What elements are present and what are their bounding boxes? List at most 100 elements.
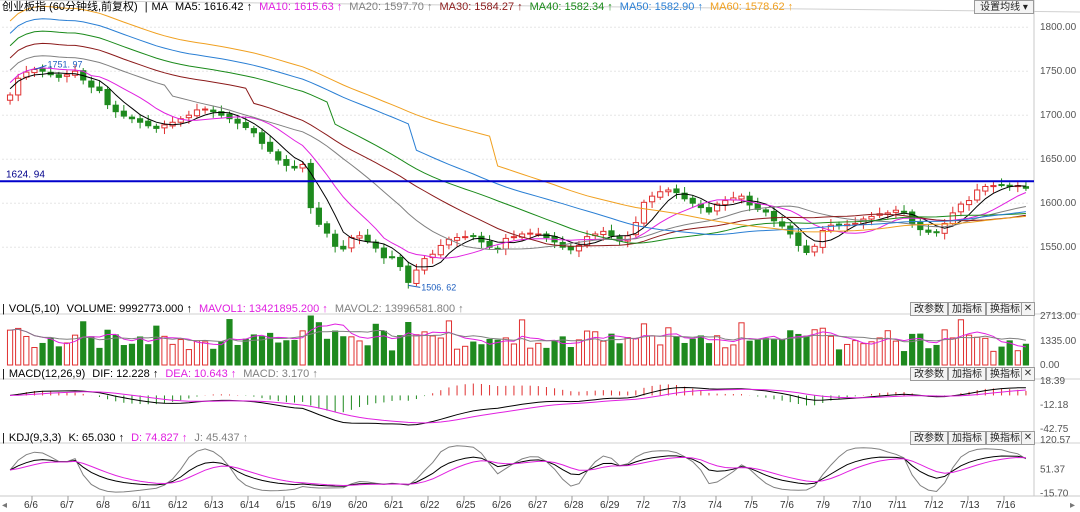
y-tick-label: 1550.00 (1040, 242, 1077, 253)
volume-bar (860, 343, 867, 366)
volume-bar (364, 345, 371, 366)
volume-bar (226, 319, 233, 366)
volume-bar (640, 323, 648, 366)
volume-bar (827, 335, 834, 366)
volume-bar (413, 334, 420, 366)
close-panel-icon[interactable]: ✕ (1021, 431, 1035, 445)
candle-body (128, 116, 136, 120)
volume-bar (949, 337, 956, 366)
annotation-high-label: 1751. 97 (47, 59, 82, 69)
kdj-y-tick-partial: 120.57 (1040, 435, 1071, 446)
volume-bar (218, 341, 225, 366)
volume-bar (681, 342, 688, 366)
x-tick-label: 6/28 (564, 500, 584, 511)
candle-body (665, 189, 672, 193)
y-tick-label: 1800.00 (1040, 22, 1077, 33)
add-indicator-button[interactable]: 加指标 (948, 431, 986, 445)
title-separator: | (144, 1, 148, 13)
candle-body (681, 192, 688, 200)
volume-bar (478, 344, 485, 366)
ma-ma5: MA5: 1616.42 ↑ (175, 1, 253, 13)
edit-params-button[interactable]: 改参数 (910, 431, 948, 445)
candle-body (161, 124, 168, 129)
volume-bar (80, 321, 87, 366)
chart-title: 创业板指 (60分钟线,前复权) (2, 1, 138, 13)
ma-line-ma50 (9, 18, 1026, 236)
macd-panel-title: | MACD(12,26,9) DIF: 12.228 ↑ DEA: 10.643 ↑… (2, 367, 332, 381)
macd-legend: DIF: 12.228 ↑ DEA: 10.643 ↑ MACD: 3.170 ↑ (92, 368, 325, 380)
volume-bar (909, 333, 916, 366)
candle-body (453, 237, 461, 241)
candle-body (462, 236, 469, 239)
close-panel-icon[interactable]: ✕ (1021, 367, 1035, 381)
close-panel-icon[interactable]: ✕ (1021, 302, 1035, 316)
macd-y-tick: 18.39 (1040, 376, 1065, 387)
volume-bar (795, 333, 802, 366)
settings-ma-button[interactable]: 设置均线 ▾ (974, 0, 1034, 14)
volume-bar (697, 335, 704, 366)
volume-bar (1022, 343, 1030, 366)
candle-body (770, 210, 778, 222)
volume-bar (348, 336, 355, 366)
candle-body (332, 233, 339, 247)
volume-bar (819, 327, 826, 366)
volume-bar (193, 340, 201, 366)
candle-body (397, 256, 404, 268)
volume-bar (421, 331, 428, 366)
ma-line-ma20 (9, 55, 1026, 251)
macd-macd: MACD: 3.170 ↑ (243, 368, 318, 380)
candle-body (819, 229, 826, 248)
volume-bar (689, 338, 696, 366)
add-indicator-button[interactable]: 加指标 (948, 302, 986, 316)
change-indicator-button[interactable]: 换指标 (986, 431, 1024, 445)
candle-body (6, 94, 14, 101)
volume-bar (437, 337, 444, 366)
change-indicator-button[interactable]: 换指标 (986, 302, 1024, 316)
ma-line-ma10 (9, 67, 1027, 259)
volume-bar (835, 349, 843, 366)
candle-body (673, 188, 680, 194)
candle-body (640, 201, 648, 224)
add-indicator-button[interactable]: 加指标 (948, 367, 986, 381)
volume-bar (470, 341, 477, 366)
volume-bar (892, 340, 900, 366)
macd-y-tick: -12.18 (1040, 400, 1069, 411)
candle-body (917, 221, 924, 231)
candle-body (283, 159, 290, 166)
volume-bar (372, 323, 379, 366)
volume-bar (714, 335, 721, 366)
y-tick-label: 1650.00 (1040, 154, 1077, 165)
change-indicator-button[interactable]: 换指标 (986, 367, 1024, 381)
x-tick-label: 6/27 (528, 500, 548, 511)
volume-bar (55, 346, 62, 366)
candle-body (15, 77, 22, 96)
candle-body (218, 111, 225, 116)
annotation-arrow (34, 64, 47, 70)
volume-bar (779, 339, 786, 366)
scroll-right-icon: ▸ (1070, 500, 1075, 511)
candle-body (250, 128, 257, 134)
edit-params-button[interactable]: 改参数 (910, 302, 948, 316)
volume-bar (803, 335, 810, 366)
x-tick-label: 6/20 (348, 500, 368, 511)
candle-body (502, 237, 509, 250)
candle-body (364, 234, 371, 242)
candle-body (380, 247, 388, 259)
title-separator: | (2, 303, 5, 315)
volume-bar (933, 344, 940, 366)
x-tick-label: 7/9 (816, 500, 830, 511)
volume-panel-name: VOL(5,10) (8, 303, 60, 315)
volume-bar (762, 338, 769, 366)
edit-params-button[interactable]: 改参数 (910, 367, 948, 381)
candle-body (104, 89, 111, 106)
ma-label: MA (151, 1, 169, 13)
main-separator (0, 0, 1080, 13)
volume-bar (275, 342, 282, 366)
volume-y-tick: 1335.00 (1040, 336, 1077, 347)
macd-panel-name: MACD(12,26,9) (8, 368, 86, 380)
candle-body (600, 230, 607, 236)
x-tick-label: 6/6 (24, 500, 38, 511)
volume-bar (177, 339, 184, 366)
volume-bar (705, 343, 713, 366)
volume-bar (965, 334, 973, 366)
